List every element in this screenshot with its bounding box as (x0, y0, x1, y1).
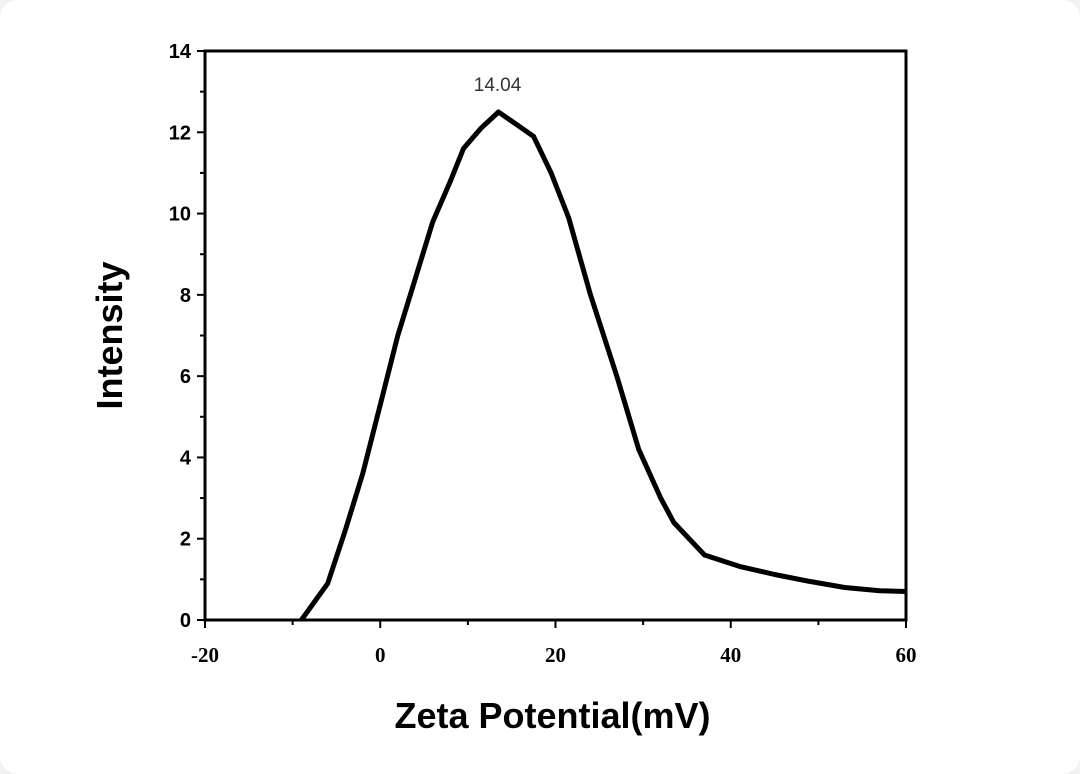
x-tick-label: 20 (545, 643, 566, 667)
y-tick-label: 0 (180, 610, 191, 632)
peak-annotation: 14.04 (474, 75, 522, 96)
x-tick-label: 40 (720, 643, 741, 667)
x-tick-label: 60 (896, 643, 917, 667)
series-layer (299, 109, 907, 622)
x-tick-label: -20 (191, 643, 219, 667)
x-axis-label: Zeta Potential(mV) (394, 695, 710, 736)
series-line (299, 109, 907, 622)
y-tick-label: 14 (169, 41, 192, 63)
y-tick-label: 12 (169, 122, 191, 144)
axis-ticks (197, 50, 907, 628)
y-tick-label: 2 (180, 529, 191, 551)
y-tick-label: 6 (180, 366, 191, 388)
y-axis-label: Intensity (89, 261, 130, 409)
x-tick-label: 0 (375, 643, 386, 667)
y-tick-label: 4 (180, 447, 192, 469)
y-tick-label: 8 (180, 285, 191, 307)
y-tick-label: 10 (169, 204, 191, 226)
plot-frame (203, 49, 908, 622)
